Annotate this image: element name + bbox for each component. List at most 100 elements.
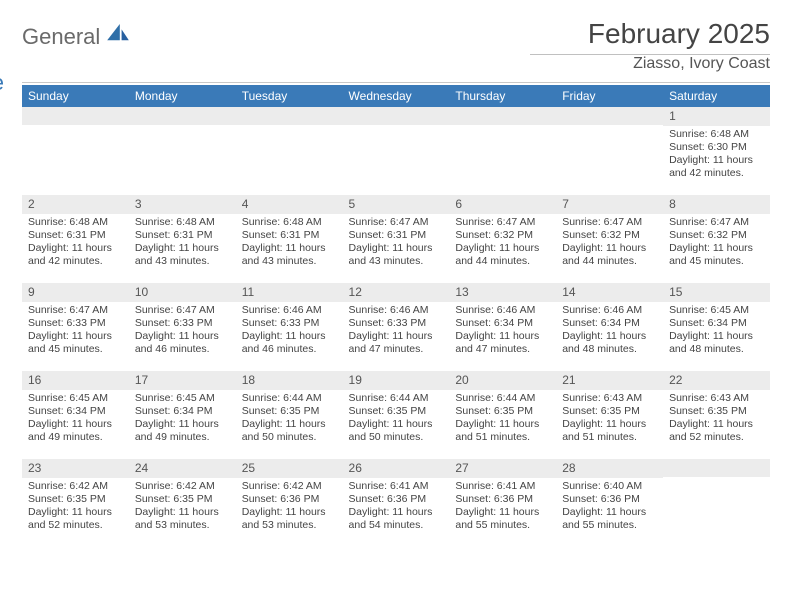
calendar-day-cell: 4Sunrise: 6:48 AMSunset: 6:31 PMDaylight…: [236, 195, 343, 283]
day-number: [449, 107, 556, 125]
day-number: 6: [449, 195, 556, 214]
calendar-body: 1Sunrise: 6:48 AMSunset: 6:30 PMDaylight…: [22, 107, 770, 547]
sunset-text: Sunset: 6:35 PM: [455, 405, 550, 418]
calendar-day-cell: [556, 107, 663, 195]
weekday-header: Thursday: [449, 85, 556, 107]
daylight-text: Daylight: 11 hours and 45 minutes.: [669, 242, 764, 268]
sunrise-text: Sunrise: 6:42 AM: [135, 480, 230, 493]
sunset-text: Sunset: 6:34 PM: [562, 317, 657, 330]
sunset-text: Sunset: 6:30 PM: [669, 141, 764, 154]
day-body: [129, 125, 236, 131]
sunrise-text: Sunrise: 6:48 AM: [135, 216, 230, 229]
sunrise-text: Sunrise: 6:47 AM: [455, 216, 550, 229]
day-body: Sunrise: 6:42 AMSunset: 6:36 PMDaylight:…: [236, 478, 343, 537]
sunrise-text: Sunrise: 6:44 AM: [349, 392, 444, 405]
day-number: 3: [129, 195, 236, 214]
sunrise-text: Sunrise: 6:45 AM: [669, 304, 764, 317]
daylight-text: Daylight: 11 hours and 55 minutes.: [562, 506, 657, 532]
brand-word-1: General: [22, 24, 100, 49]
daylight-text: Daylight: 11 hours and 46 minutes.: [135, 330, 230, 356]
day-number: 25: [236, 459, 343, 478]
sunrise-text: Sunrise: 6:42 AM: [28, 480, 123, 493]
calendar-week-row: 16Sunrise: 6:45 AMSunset: 6:34 PMDayligh…: [22, 371, 770, 459]
day-body: Sunrise: 6:47 AMSunset: 6:33 PMDaylight:…: [129, 302, 236, 361]
sunrise-text: Sunrise: 6:48 AM: [669, 128, 764, 141]
day-body: Sunrise: 6:45 AMSunset: 6:34 PMDaylight:…: [663, 302, 770, 361]
sunrise-text: Sunrise: 6:46 AM: [349, 304, 444, 317]
day-number: 27: [449, 459, 556, 478]
sunset-text: Sunset: 6:35 PM: [242, 405, 337, 418]
calendar-day-cell: [236, 107, 343, 195]
calendar-day-cell: [343, 107, 450, 195]
calendar-day-cell: 23Sunrise: 6:42 AMSunset: 6:35 PMDayligh…: [22, 459, 129, 547]
sunrise-text: Sunrise: 6:43 AM: [562, 392, 657, 405]
calendar-week-row: 23Sunrise: 6:42 AMSunset: 6:35 PMDayligh…: [22, 459, 770, 547]
calendar-day-cell: 27Sunrise: 6:41 AMSunset: 6:36 PMDayligh…: [449, 459, 556, 547]
day-body: Sunrise: 6:46 AMSunset: 6:33 PMDaylight:…: [236, 302, 343, 361]
day-body: Sunrise: 6:47 AMSunset: 6:32 PMDaylight:…: [556, 214, 663, 273]
daylight-text: Daylight: 11 hours and 55 minutes.: [455, 506, 550, 532]
day-body: Sunrise: 6:48 AMSunset: 6:31 PMDaylight:…: [22, 214, 129, 273]
day-body: Sunrise: 6:46 AMSunset: 6:34 PMDaylight:…: [449, 302, 556, 361]
sunset-text: Sunset: 6:35 PM: [669, 405, 764, 418]
day-body: Sunrise: 6:43 AMSunset: 6:35 PMDaylight:…: [556, 390, 663, 449]
sunset-text: Sunset: 6:31 PM: [28, 229, 123, 242]
sunrise-text: Sunrise: 6:41 AM: [349, 480, 444, 493]
day-number: [556, 107, 663, 125]
day-number: 9: [22, 283, 129, 302]
day-body: Sunrise: 6:47 AMSunset: 6:32 PMDaylight:…: [449, 214, 556, 273]
day-number: 11: [236, 283, 343, 302]
sunset-text: Sunset: 6:31 PM: [242, 229, 337, 242]
header: General Blue February 2025 Ziasso, Ivory…: [22, 18, 770, 76]
sunset-text: Sunset: 6:32 PM: [669, 229, 764, 242]
day-body: Sunrise: 6:47 AMSunset: 6:32 PMDaylight:…: [663, 214, 770, 273]
daylight-text: Daylight: 11 hours and 43 minutes.: [349, 242, 444, 268]
day-number: [129, 107, 236, 125]
day-number: 22: [663, 371, 770, 390]
calendar-day-cell: [663, 459, 770, 547]
day-body: Sunrise: 6:45 AMSunset: 6:34 PMDaylight:…: [129, 390, 236, 449]
day-body: Sunrise: 6:47 AMSunset: 6:33 PMDaylight:…: [22, 302, 129, 361]
daylight-text: Daylight: 11 hours and 44 minutes.: [562, 242, 657, 268]
calendar-day-cell: 7Sunrise: 6:47 AMSunset: 6:32 PMDaylight…: [556, 195, 663, 283]
sunrise-text: Sunrise: 6:43 AM: [669, 392, 764, 405]
sunset-text: Sunset: 6:31 PM: [349, 229, 444, 242]
daylight-text: Daylight: 11 hours and 51 minutes.: [455, 418, 550, 444]
month-title: February 2025: [530, 18, 770, 50]
day-body: Sunrise: 6:48 AMSunset: 6:31 PMDaylight:…: [129, 214, 236, 273]
sunrise-text: Sunrise: 6:46 AM: [242, 304, 337, 317]
calendar-day-cell: 3Sunrise: 6:48 AMSunset: 6:31 PMDaylight…: [129, 195, 236, 283]
day-body: Sunrise: 6:41 AMSunset: 6:36 PMDaylight:…: [343, 478, 450, 537]
sunset-text: Sunset: 6:33 PM: [349, 317, 444, 330]
daylight-text: Daylight: 11 hours and 45 minutes.: [28, 330, 123, 356]
calendar-day-cell: 19Sunrise: 6:44 AMSunset: 6:35 PMDayligh…: [343, 371, 450, 459]
daylight-text: Daylight: 11 hours and 49 minutes.: [28, 418, 123, 444]
sunset-text: Sunset: 6:35 PM: [562, 405, 657, 418]
sunset-text: Sunset: 6:32 PM: [455, 229, 550, 242]
day-number: 28: [556, 459, 663, 478]
day-body: Sunrise: 6:43 AMSunset: 6:35 PMDaylight:…: [663, 390, 770, 449]
sunset-text: Sunset: 6:36 PM: [455, 493, 550, 506]
calendar-day-cell: 16Sunrise: 6:45 AMSunset: 6:34 PMDayligh…: [22, 371, 129, 459]
daylight-text: Daylight: 11 hours and 53 minutes.: [135, 506, 230, 532]
daylight-text: Daylight: 11 hours and 48 minutes.: [562, 330, 657, 356]
sunrise-text: Sunrise: 6:47 AM: [28, 304, 123, 317]
calendar-day-cell: [449, 107, 556, 195]
sunset-text: Sunset: 6:33 PM: [28, 317, 123, 330]
sunset-text: Sunset: 6:33 PM: [135, 317, 230, 330]
calendar-day-cell: 24Sunrise: 6:42 AMSunset: 6:35 PMDayligh…: [129, 459, 236, 547]
calendar-week-row: 2Sunrise: 6:48 AMSunset: 6:31 PMDaylight…: [22, 195, 770, 283]
sunrise-text: Sunrise: 6:47 AM: [349, 216, 444, 229]
calendar-table: Sunday Monday Tuesday Wednesday Thursday…: [22, 85, 770, 547]
sunset-text: Sunset: 6:34 PM: [455, 317, 550, 330]
brand-sail-icon: [107, 24, 129, 42]
calendar-day-cell: 14Sunrise: 6:46 AMSunset: 6:34 PMDayligh…: [556, 283, 663, 371]
calendar-week-row: 9Sunrise: 6:47 AMSunset: 6:33 PMDaylight…: [22, 283, 770, 371]
daylight-text: Daylight: 11 hours and 47 minutes.: [455, 330, 550, 356]
daylight-text: Daylight: 11 hours and 46 minutes.: [242, 330, 337, 356]
day-number: 8: [663, 195, 770, 214]
day-number: [343, 107, 450, 125]
sunrise-text: Sunrise: 6:42 AM: [242, 480, 337, 493]
sunrise-text: Sunrise: 6:48 AM: [28, 216, 123, 229]
calendar-day-cell: 13Sunrise: 6:46 AMSunset: 6:34 PMDayligh…: [449, 283, 556, 371]
